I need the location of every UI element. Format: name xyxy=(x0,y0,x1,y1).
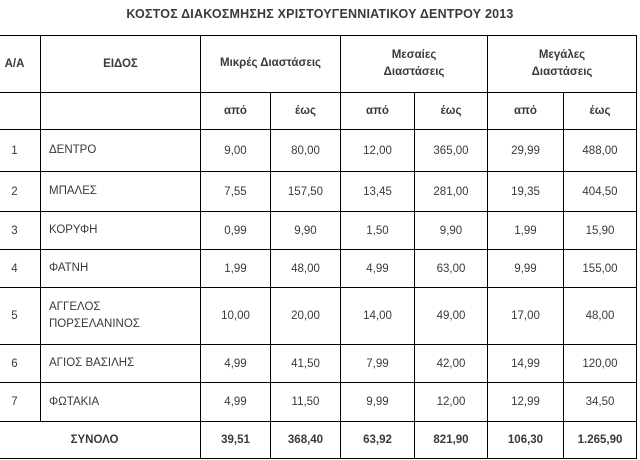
value-cell: 9,99 xyxy=(340,382,415,422)
subheader-small-to: έως xyxy=(270,92,341,130)
value-cell: 13,45 xyxy=(340,171,415,212)
value-cell: 9,99 xyxy=(487,249,564,288)
value-cell: 0,99 xyxy=(200,211,271,250)
table-row: 5 ΑΓΓΕΛΟΣ ΠΟΡΣΕΛΑΝΙΝΟΣ 10,00 20,00 14,00… xyxy=(0,287,637,345)
item-cell: ΑΓΙΟΣ ΒΑΣΙΛΗΣ xyxy=(40,344,201,383)
total-label-cell: ΣΥΝΟΛΟ xyxy=(0,421,201,459)
item-cell: ΚΟΡΥΦΗ xyxy=(40,211,201,250)
value-cell: 63,00 xyxy=(414,249,488,288)
value-cell: 7,55 xyxy=(200,171,271,212)
value-cell: 15,90 xyxy=(563,211,637,250)
total-value-cell: 106,30 xyxy=(487,421,564,459)
header-row-groups: Α/Α ΕΙΔΟΣ Μικρές Διαστάσεις Μεσαίες Διασ… xyxy=(0,35,637,93)
subheader-large-from: από xyxy=(487,92,564,130)
item-cell: ΦΑΤΝΗ xyxy=(40,249,201,288)
row-index-cell: 5 xyxy=(0,287,41,345)
cost-table-wrapper: Α/Α ΕΙΔΟΣ Μικρές Διαστάσεις Μεσαίες Διασ… xyxy=(0,35,637,459)
subheader-large-to: έως xyxy=(563,92,637,130)
value-cell: 42,00 xyxy=(414,344,488,383)
value-cell: 281,00 xyxy=(414,171,488,212)
row-index-cell: 2 xyxy=(0,171,41,212)
header-cell-item: ΕΙΔΟΣ xyxy=(40,35,201,93)
value-cell: 12,00 xyxy=(340,129,415,172)
value-cell: 9,90 xyxy=(414,211,488,250)
item-cell: ΑΓΓΕΛΟΣ ΠΟΡΣΕΛΑΝΙΝΟΣ xyxy=(40,287,201,345)
total-value-cell: 39,51 xyxy=(200,421,271,459)
value-cell: 4,99 xyxy=(200,382,271,422)
value-cell: 29,99 xyxy=(487,129,564,172)
value-cell: 1,50 xyxy=(340,211,415,250)
table-row: 1 ΔΕΝΤΡΟ 9,00 80,00 12,00 365,00 29,99 4… xyxy=(0,129,637,172)
total-value-cell: 368,40 xyxy=(270,421,341,459)
table-row: 2 ΜΠΑΛΕΣ 7,55 157,50 13,45 281,00 19,35 … xyxy=(0,171,637,212)
row-index-cell: 4 xyxy=(0,249,41,288)
table-row: 6 ΑΓΙΟΣ ΒΑΣΙΛΗΣ 4,99 41,50 7,99 42,00 14… xyxy=(0,344,637,383)
table-row: 7 ΦΩΤΑΚΙΑ 4,99 11,50 9,99 12,00 12,99 34… xyxy=(0,382,637,422)
value-cell: 80,00 xyxy=(270,129,341,172)
value-cell: 9,00 xyxy=(200,129,271,172)
header-row-subcolumns: από έως από έως από έως xyxy=(0,92,637,130)
value-cell: 10,00 xyxy=(200,287,271,345)
item-cell: ΦΩΤΑΚΙΑ xyxy=(40,382,201,422)
value-cell: 11,50 xyxy=(270,382,341,422)
value-cell: 365,00 xyxy=(414,129,488,172)
table-row: 3 ΚΟΡΥΦΗ 0,99 9,90 1,50 9,90 1,99 15,90 xyxy=(0,211,637,250)
table-row: 4 ΦΑΤΝΗ 1,99 48,00 4,99 63,00 9,99 155,0… xyxy=(0,249,637,288)
cost-table: Α/Α ΕΙΔΟΣ Μικρές Διαστάσεις Μεσαίες Διασ… xyxy=(0,35,637,459)
value-cell: 1,99 xyxy=(487,211,564,250)
row-index-cell: 3 xyxy=(0,211,41,250)
value-cell: 48,00 xyxy=(270,249,341,288)
total-value-cell: 1.265,90 xyxy=(563,421,637,459)
value-cell: 155,00 xyxy=(563,249,637,288)
total-value-cell: 63,92 xyxy=(340,421,415,459)
row-index-cell: 7 xyxy=(0,382,41,422)
value-cell: 49,00 xyxy=(414,287,488,345)
header-empty-item xyxy=(40,92,201,130)
value-cell: 14,99 xyxy=(487,344,564,383)
value-cell: 17,00 xyxy=(487,287,564,345)
subheader-medium-from: από xyxy=(340,92,415,130)
header-empty-index xyxy=(0,92,41,130)
value-cell: 4,99 xyxy=(200,344,271,383)
value-cell: 12,99 xyxy=(487,382,564,422)
header-group-small: Μικρές Διαστάσεις xyxy=(200,35,341,93)
value-cell: 9,90 xyxy=(270,211,341,250)
row-index-cell: 1 xyxy=(0,129,41,172)
value-cell: 48,00 xyxy=(563,287,637,345)
header-group-medium: Μεσαίες Διαστάσεις xyxy=(340,35,488,93)
value-cell: 19,35 xyxy=(487,171,564,212)
value-cell: 157,50 xyxy=(270,171,341,212)
header-cell-index: Α/Α xyxy=(0,35,41,93)
item-cell: ΜΠΑΛΕΣ xyxy=(40,171,201,212)
value-cell: 12,00 xyxy=(414,382,488,422)
value-cell: 20,00 xyxy=(270,287,341,345)
value-cell: 34,50 xyxy=(563,382,637,422)
total-row: ΣΥΝΟΛΟ 39,51 368,40 63,92 821,90 106,30 … xyxy=(0,421,637,459)
value-cell: 488,00 xyxy=(563,129,637,172)
subheader-medium-to: έως xyxy=(414,92,488,130)
value-cell: 404,50 xyxy=(563,171,637,212)
item-cell: ΔΕΝΤΡΟ xyxy=(40,129,201,172)
value-cell: 7,99 xyxy=(340,344,415,383)
value-cell: 41,50 xyxy=(270,344,341,383)
subheader-small-from: από xyxy=(200,92,271,130)
row-index-cell: 6 xyxy=(0,344,41,383)
page-title: ΚΟΣΤΟΣ ΔΙΑΚΟΣΜΗΣΗΣ ΧΡΙΣΤΟΥΓΕΝΝΙΑΤΙΚΟΥ ΔΕ… xyxy=(126,7,514,21)
total-value-cell: 821,90 xyxy=(414,421,488,459)
value-cell: 14,00 xyxy=(340,287,415,345)
value-cell: 4,99 xyxy=(340,249,415,288)
value-cell: 120,00 xyxy=(563,344,637,383)
header-group-large: Μεγάλες Διαστάσεις xyxy=(487,35,637,93)
value-cell: 1,99 xyxy=(200,249,271,288)
